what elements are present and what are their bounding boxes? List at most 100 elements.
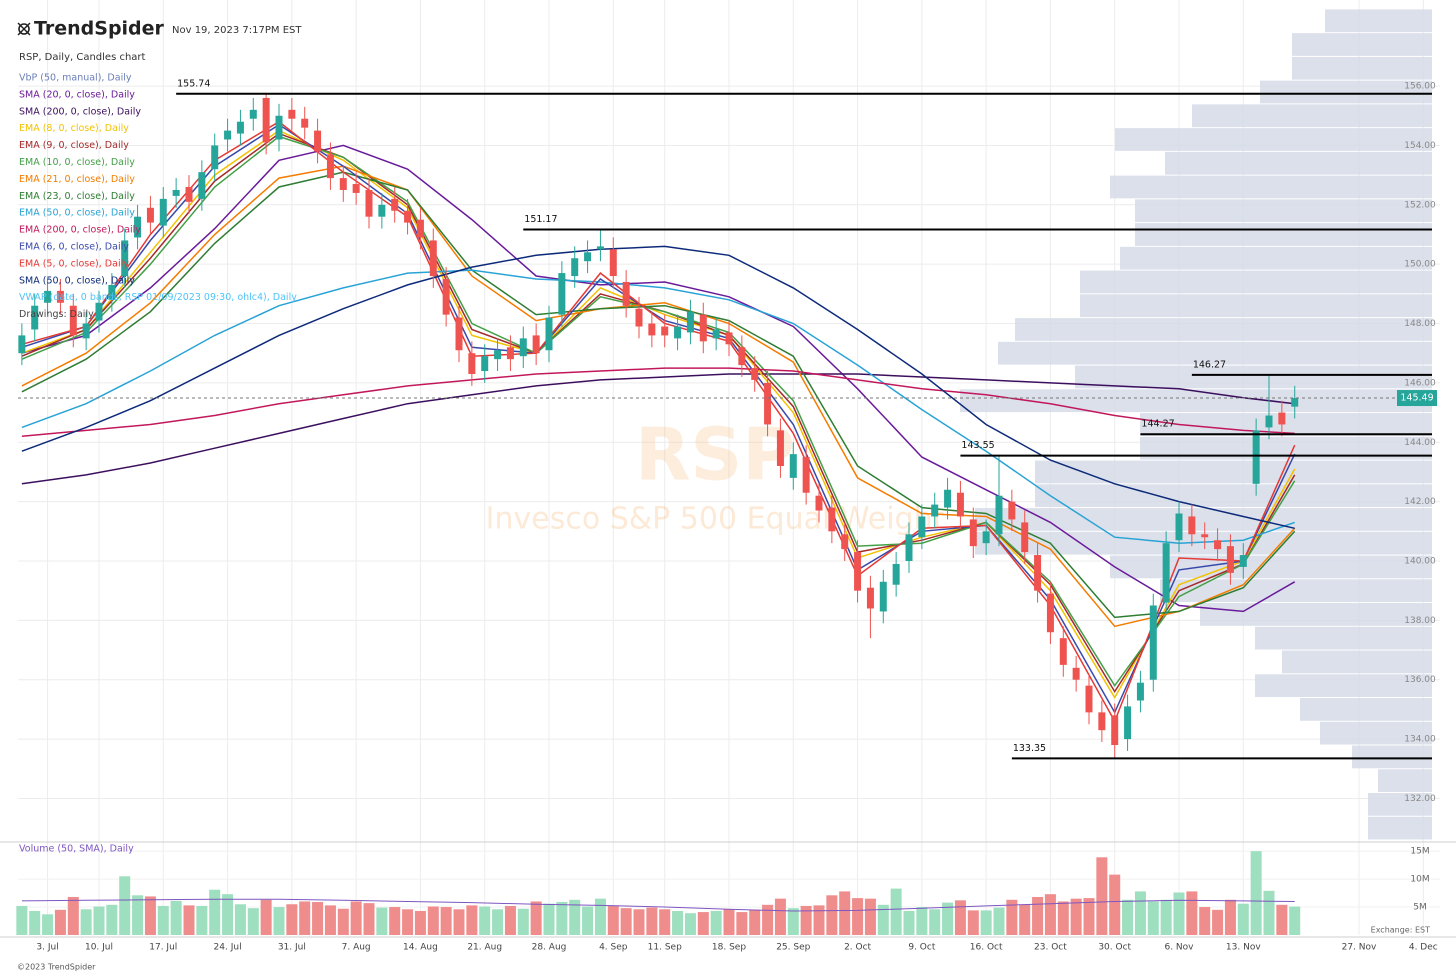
watermark-symbol: RSP xyxy=(635,413,795,497)
vbp-bar xyxy=(1080,294,1432,318)
candle-body xyxy=(609,249,617,277)
volume-bar xyxy=(1173,892,1185,935)
chart-title: RSP, Daily, Candles chart xyxy=(19,52,146,63)
candle-body xyxy=(738,347,746,366)
candle-body xyxy=(558,273,566,315)
volume-bar xyxy=(569,899,581,935)
volume-bar xyxy=(222,894,234,935)
volume-bar xyxy=(196,905,208,935)
candle-body xyxy=(481,356,489,372)
candle-body xyxy=(1265,415,1273,428)
volume-bar xyxy=(1019,904,1031,935)
candle-body xyxy=(69,305,77,336)
candle-body xyxy=(18,335,26,354)
candle-body xyxy=(198,172,206,199)
volume-bar xyxy=(1096,857,1108,935)
candle-body xyxy=(172,189,180,196)
volume-bar xyxy=(414,910,426,935)
volume-bar xyxy=(749,909,761,935)
volume-bar xyxy=(1147,901,1159,935)
candle-body xyxy=(326,154,334,179)
volume-profile xyxy=(960,9,1432,840)
volume-bar xyxy=(517,908,529,935)
volume-bar xyxy=(826,895,838,935)
volume-bar xyxy=(350,901,362,935)
candle-body xyxy=(532,335,540,354)
candle-body xyxy=(1008,501,1016,520)
volume-bar xyxy=(132,895,144,935)
volume-bar xyxy=(646,907,658,935)
volume-bar xyxy=(93,906,105,935)
legend-entry: EMA (5, 0, close), Daily xyxy=(19,258,129,269)
candle-body xyxy=(854,552,862,591)
volume-bar xyxy=(877,904,889,935)
candle-body xyxy=(1291,398,1299,407)
volume-bar xyxy=(1032,896,1044,935)
vbp-bar xyxy=(1352,745,1432,769)
candle-body xyxy=(674,326,682,339)
x-tick-label: 30. Oct xyxy=(1098,943,1131,953)
candle-body xyxy=(648,323,656,336)
last-price-tag xyxy=(1397,390,1437,407)
legend-entry: Drawings: Daily xyxy=(19,309,94,320)
candle-body xyxy=(519,338,527,357)
vbp-bar xyxy=(1292,33,1432,56)
legend-entry: SMA (20, 0, close), Daily xyxy=(19,89,135,100)
legend-entry: EMA (21, 0, close), Daily xyxy=(19,174,135,185)
candle-body xyxy=(661,326,669,336)
volume-bar xyxy=(273,907,285,935)
volume-bar xyxy=(1044,894,1056,935)
volume-bar xyxy=(852,898,864,935)
vbp-bar xyxy=(1378,769,1432,793)
volume-title: Volume (50, SMA), Daily xyxy=(19,844,134,855)
volume-bar xyxy=(299,901,311,935)
volume-bar xyxy=(800,905,812,935)
candle-body xyxy=(494,350,502,360)
candle-body xyxy=(339,178,347,190)
volume-bar xyxy=(312,902,324,935)
volume-bar xyxy=(864,898,876,935)
x-tick-label: 9. Oct xyxy=(908,943,935,953)
brand: TrendSpider xyxy=(34,18,165,40)
vbp-bar xyxy=(1200,603,1432,626)
volume-bar xyxy=(672,910,684,935)
candle-body xyxy=(391,198,399,211)
indicator-line xyxy=(21,367,1295,438)
volume-sma-line xyxy=(21,898,1295,912)
vbp-bar xyxy=(1368,793,1432,816)
volume-bar xyxy=(1160,899,1172,935)
candle-body xyxy=(815,495,823,511)
y-tick-label: 150.00 xyxy=(1404,260,1436,270)
volume-bar xyxy=(1006,899,1018,935)
candle-body xyxy=(879,581,887,612)
volume-bar xyxy=(1224,899,1236,935)
vbp-bar xyxy=(1165,151,1432,175)
logo: TrendSpider xyxy=(17,18,165,40)
indicator-line xyxy=(21,245,1295,530)
y-tick-label: 154.00 xyxy=(1404,141,1436,151)
vbp-bar xyxy=(1075,365,1432,389)
volume-bar xyxy=(1263,890,1275,935)
candle-body xyxy=(301,118,309,128)
candle-body xyxy=(699,314,707,342)
vbp-bar xyxy=(960,389,1432,413)
volume-bar xyxy=(286,904,298,935)
candle-body xyxy=(1162,543,1170,603)
candle-body xyxy=(969,519,977,547)
volume-bar xyxy=(1070,898,1082,935)
candle-body xyxy=(1124,706,1132,740)
candle-body xyxy=(95,302,103,321)
x-tick-label: 11. Sep xyxy=(648,943,682,953)
candle-body xyxy=(1046,593,1054,633)
y-tick-label: 136.00 xyxy=(1404,675,1436,685)
indicator-line xyxy=(21,269,1295,544)
level-label: 146.27 xyxy=(1193,359,1226,370)
volume-bar xyxy=(954,900,966,935)
candle-body xyxy=(1072,667,1080,680)
candle-body xyxy=(956,492,964,517)
y-tick-label: 138.00 xyxy=(1404,616,1436,626)
vbp-bar xyxy=(1320,721,1432,745)
candle-body xyxy=(802,457,810,493)
y-tick-label: 142.00 xyxy=(1404,497,1436,507)
timestamp: Nov 19, 2023 7:17PM EST xyxy=(172,25,302,36)
